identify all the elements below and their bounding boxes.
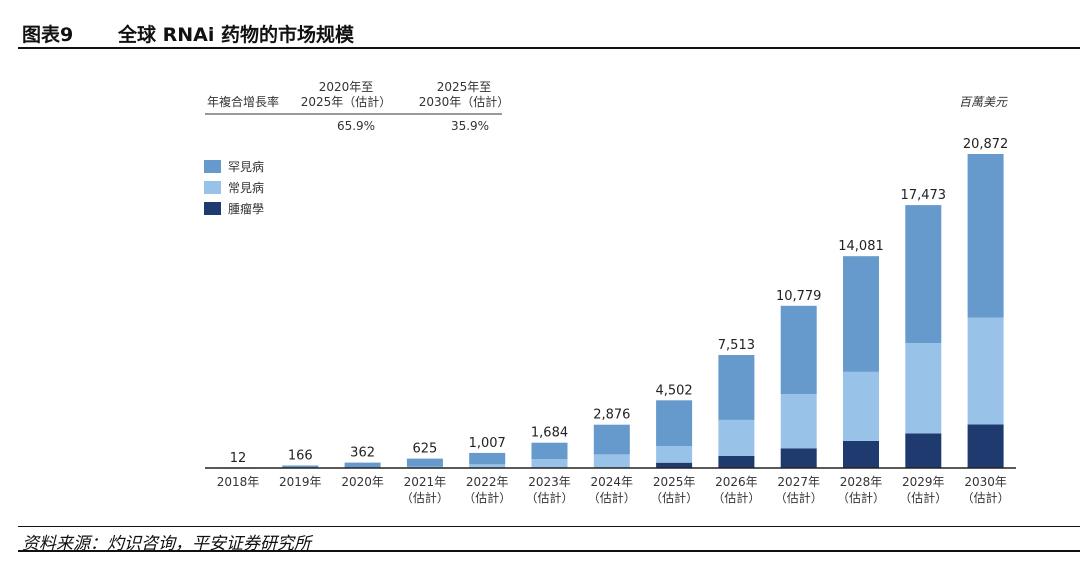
bar-segment-rare-disease: [282, 465, 319, 468]
x-tick-label: 2024年: [591, 475, 634, 489]
bar-segment-oncology: [656, 462, 693, 468]
header-rule: [18, 47, 1080, 49]
bar-segment-oncology: [843, 440, 879, 468]
x-tick-label: 2027年: [777, 475, 820, 489]
bar-segment-rare-disease: [593, 424, 630, 455]
source-rule-top: [18, 526, 1080, 527]
total-value-label: 20,872: [963, 137, 1009, 152]
x-tick-sublabel: （估計）: [401, 490, 449, 505]
bar-segment-rare-disease: [531, 442, 568, 459]
total-value-label: 4,502: [655, 383, 692, 398]
total-value-label: 10,779: [776, 289, 822, 304]
x-tick-label: 2028年: [840, 475, 883, 489]
bar-segment-rare-disease: [843, 256, 879, 372]
total-value-label: 166: [288, 449, 313, 464]
x-tick-label: 2022年: [466, 475, 509, 489]
bar-segment-rare-disease: [780, 305, 817, 395]
legend-label: 罕見病: [228, 159, 264, 174]
bar-segment-oncology: [718, 456, 755, 468]
cagr-row-label: 年複合增長率: [207, 94, 279, 109]
cagr-col2-line1: 2025年至: [437, 80, 492, 94]
bar-segment-common-disease: [593, 454, 630, 468]
cagr-col2-line2: 2030年（估計）: [419, 94, 510, 109]
legend-item: 罕見病: [204, 159, 264, 174]
x-axis-labels: 2018年 2019年 2020年 2021年（估計）2022年（估計）2023年（估…: [217, 475, 1010, 505]
bar-segment-oncology: [967, 424, 1004, 468]
bar-segment-common-disease: [531, 459, 568, 468]
x-tick-label: 2021年: [404, 475, 447, 489]
bar-segment-common-disease: [780, 394, 817, 449]
legend-label: 常見病: [228, 180, 264, 195]
legend-swatch: [204, 202, 221, 215]
cagr-col1-line2: 2025年（估計）: [301, 94, 392, 109]
total-value-label: 1,007: [469, 436, 506, 451]
bar-segment-rare-disease: [469, 452, 506, 465]
bar-segment-rare-disease: [656, 400, 693, 447]
x-tick-sublabel: （估計）: [837, 490, 885, 505]
bar-segment-common-disease: [905, 343, 942, 434]
figure-header: 图表9 全球 RNAi 药物的市场规模: [0, 0, 1080, 48]
x-tick-label: 2023年: [528, 475, 571, 489]
legend-swatch: [204, 181, 221, 194]
legend-swatch: [204, 160, 221, 173]
source-note: 资料来源：灼识咨询，平安证券研究所: [22, 534, 311, 554]
cagr-table: 年複合增長率 2020年至 2025年（估計） 2025年至 2030年（估計）…: [205, 80, 509, 133]
value-labels: 12 166 362 625 1,007 1,684 2,876 4,502 7,513 10,7…: [230, 137, 1009, 466]
bar-segment-common-disease: [967, 317, 1004, 425]
x-tick-sublabel: （估計）: [463, 490, 511, 505]
bar-segment-common-disease: [469, 464, 506, 468]
x-tick-sublabel: （估計）: [775, 490, 823, 505]
bars: [220, 154, 1004, 469]
x-tick-label: 2018年: [217, 475, 260, 489]
x-tick-sublabel: （估計）: [650, 490, 698, 505]
bar-segment-rare-disease: [406, 458, 443, 467]
x-tick-sublabel: （估計）: [525, 490, 573, 505]
source-rule-bottom: [18, 550, 1080, 552]
bar-segment-oncology: [780, 448, 817, 468]
x-tick-label: 2029年: [902, 475, 945, 489]
bar-segment-rare-disease: [905, 205, 942, 344]
total-value-label: 1,684: [531, 426, 568, 441]
total-value-label: 2,876: [593, 408, 630, 423]
unit-label: 百萬美元: [959, 95, 1008, 109]
legend-item: 常見病: [204, 180, 264, 195]
x-tick-sublabel: （估計）: [588, 490, 636, 505]
x-tick-label: 2025年: [653, 475, 696, 489]
total-value-label: 17,473: [901, 188, 947, 203]
bar-segment-rare-disease: [718, 355, 755, 420]
total-value-label: 14,081: [838, 239, 884, 254]
x-tick-label: 2019年: [279, 475, 322, 489]
bar-segment-common-disease: [843, 371, 879, 441]
total-value-label: 625: [412, 442, 437, 457]
x-tick-sublabel: （估計）: [962, 490, 1010, 505]
bar-segment-rare-disease: [967, 154, 1004, 318]
bar-segment-rare-disease: [344, 462, 381, 468]
total-value-label: 362: [350, 446, 375, 461]
legend-label: 腫瘤學: [228, 201, 264, 216]
x-tick-label: 2026年: [715, 475, 758, 489]
figure-label: 图表9: [22, 24, 74, 46]
cagr-col1-value: 65.9%: [337, 119, 375, 133]
legend-item: 腫瘤學: [204, 201, 264, 216]
total-value-label: 12: [230, 451, 247, 466]
cagr-col1-line1: 2020年至: [319, 80, 374, 94]
bar-segment-oncology: [905, 433, 942, 468]
x-tick-label: 2030年: [964, 475, 1007, 489]
x-tick-label: 2020年: [341, 475, 384, 489]
x-tick-sublabel: （估計）: [899, 490, 947, 505]
cagr-col2-value: 35.9%: [451, 119, 489, 133]
total-value-label: 7,513: [718, 338, 755, 353]
x-tick-sublabel: （估計）: [712, 490, 760, 505]
market-size-chart: 年複合增長率 2020年至 2025年（估計） 2025年至 2030年（估計）…: [204, 80, 1016, 505]
bar-segment-common-disease: [656, 446, 693, 463]
bar-segment-common-disease: [718, 419, 755, 456]
figure-title: 全球 RNAi 药物的市场规模: [118, 24, 354, 46]
